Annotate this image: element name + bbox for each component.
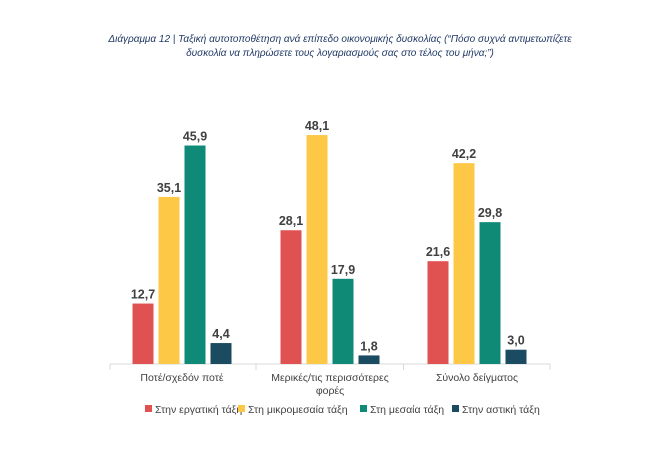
bar-data-label: 35,1 bbox=[157, 181, 181, 195]
bar-data-label: 28,1 bbox=[279, 214, 303, 228]
bar bbox=[306, 135, 328, 364]
bar-data-label: 12,7 bbox=[131, 288, 155, 302]
bar bbox=[158, 196, 180, 364]
bar-data-label: 4,4 bbox=[212, 327, 229, 341]
bar bbox=[210, 343, 232, 364]
bar-data-label: 1,8 bbox=[360, 339, 377, 353]
legend-entry: Στην αστική τάξη bbox=[462, 404, 540, 416]
bar-data-label: 42,2 bbox=[452, 147, 476, 161]
chart-title: Διάγραμμα 12 | Ταξική αυτοτοποθέτηση ανά… bbox=[60, 33, 620, 61]
bar-data-label: 21,6 bbox=[426, 245, 450, 259]
bar bbox=[184, 145, 206, 364]
chart-title-line-2: δυσκολία να πληρώσετε τους λογαριασμούς … bbox=[186, 48, 494, 59]
bar-data-label: 45,9 bbox=[183, 130, 207, 144]
category-tick-label: φορές bbox=[316, 385, 344, 397]
bar bbox=[132, 303, 154, 364]
category-tick-label: Μερικές/τις περισσότερες bbox=[271, 372, 389, 384]
legend-entry: Στη μικρομεσαία τάξη bbox=[248, 404, 348, 416]
legend: Στην εργατική τάξη Στη μικρομεσαία τάξη Στ… bbox=[145, 404, 540, 416]
bar-data-label: 29,8 bbox=[478, 206, 502, 220]
plot-area: 12,7 35,1 45,9 4,4 Ποτέ/σχεδόν ποτέ 28,1 48,1 1… bbox=[109, 119, 551, 397]
bar bbox=[332, 278, 354, 364]
legend-swatch bbox=[452, 405, 459, 412]
bar bbox=[453, 163, 475, 364]
bar bbox=[280, 230, 302, 364]
legend-entry: Στην εργατική τάξη bbox=[155, 404, 242, 416]
bar bbox=[358, 355, 380, 364]
chart-title-line-1: Διάγραμμα 12 | Ταξική αυτοτοποθέτηση ανά… bbox=[108, 34, 572, 45]
bar-data-label: 17,9 bbox=[331, 263, 355, 277]
legend-swatch bbox=[145, 405, 152, 412]
bar-data-label: 48,1 bbox=[305, 119, 329, 133]
legend-entry: Στη μεσαία τάξη bbox=[370, 404, 444, 416]
category-tick-label: Σύνολο δείγματος bbox=[436, 372, 518, 384]
bar bbox=[505, 349, 527, 364]
bar bbox=[479, 222, 501, 364]
bar-data-label: 3,0 bbox=[507, 334, 524, 348]
legend-swatch bbox=[238, 405, 245, 412]
category-tick-label: Ποτέ/σχεδόν ποτέ bbox=[140, 372, 223, 384]
bar bbox=[427, 261, 449, 364]
legend-swatch bbox=[360, 405, 367, 412]
